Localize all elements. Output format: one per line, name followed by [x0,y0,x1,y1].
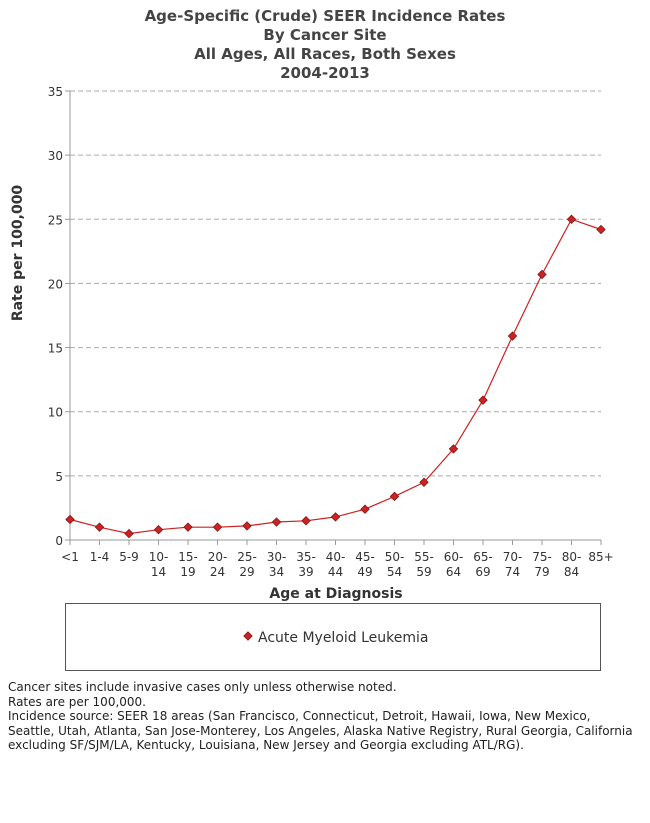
y-tick-label-10: 10 [48,406,63,420]
legend-label: Acute Myeloid Leukemia [258,630,428,646]
data-point-11 [389,491,400,502]
data-point-5 [212,522,223,532]
x-tick-label-9-line-2: 44 [328,565,343,579]
x-tick-label-17-line-2: 84 [564,565,579,579]
x-tick-label-10-line-1: 45- [355,550,375,564]
chart-title: Age-Specific (Crude) SEER Incidence Rate… [145,7,506,82]
x-tick-label-13-line-1: 60- [444,550,464,564]
x-tick-label-6-line-1: 25- [237,550,257,564]
data-point-12 [419,477,429,487]
x-tick-label-4-line-2: 19 [180,565,195,579]
y-tick-label-30: 30 [48,149,63,163]
x-tick-label-3-line-1: 10- [149,550,169,564]
data-point-6 [242,521,252,531]
x-axis-title: Age at Diagnosis [269,586,402,602]
data-point-4 [183,522,193,532]
x-tick-label-15-line-2: 74 [505,565,520,579]
footnote-sites: Cancer sites include invasive cases only… [8,680,397,694]
y-tick-label-5: 5 [55,470,63,484]
data-point-17 [566,214,577,224]
footnote-rates: Rates are per 100,000. [8,694,146,709]
data-point-0 [65,514,75,525]
data-point-18 [596,224,606,235]
x-tick-label-18: 85+ [588,550,613,564]
title-line-2: By Cancer Site [263,26,386,44]
y-tick-label-35: 35 [48,85,63,99]
y-tick-label-20: 20 [48,277,63,291]
x-tick-label-3-line-2: 14 [151,565,166,579]
data-point-14 [478,395,488,405]
x-axis-ticks: <1 1-4 5-9 10-14 15-19 20-24 25-29 30-34 35-39 40… [61,540,614,579]
legend-marker-diamond-icon [243,631,253,641]
data-point-10 [360,504,370,514]
x-tick-label-6-line-2: 29 [239,565,254,579]
x-tick-label-12-line-2: 59 [416,565,431,579]
x-tick-label-5-line-2: 24 [210,565,225,579]
x-tick-label-11-line-1: 50- [385,550,405,564]
title-line-4: 2004-2013 [280,64,370,82]
x-tick-label-2: 5-9 [119,550,139,564]
y-axis-ticks: 0 5 10 15 20 25 30 35 [48,85,70,548]
title-line-3: All Ages, All Races, Both Sexes [194,45,456,63]
x-tick-label-14-line-2: 69 [475,565,490,579]
x-tick-label-15-line-1: 70- [503,550,523,564]
gridlines [70,90,601,477]
y-tick-label-15: 15 [48,342,63,356]
x-tick-label-4-line-1: 15- [178,550,198,564]
series-line [69,218,602,535]
chart: Age-Specific (Crude) SEER Incidence Rate… [10,7,614,671]
legend: Acute Myeloid Leukemia [65,603,601,671]
legend-box [65,603,601,671]
x-tick-label-9-line-1: 40- [326,550,346,564]
x-tick-label-10-line-2: 49 [357,565,372,579]
data-point-1 [94,522,105,532]
data-point-9 [330,512,341,522]
x-tick-label-11-line-2: 54 [387,565,402,579]
data-point-3 [153,525,164,535]
x-tick-label-16-line-2: 79 [534,565,549,579]
x-tick-label-8-line-2: 39 [298,565,313,579]
x-tick-label-13-line-2: 64 [446,565,461,579]
x-tick-label-16-line-1: 75- [532,550,552,564]
data-point-8 [301,516,311,526]
title-line-1: Age-Specific (Crude) SEER Incidence Rate… [145,7,506,25]
data-point-7 [271,517,282,527]
x-tick-label-7-line-1: 30- [267,550,287,564]
x-tick-label-5-line-1: 20- [208,550,228,564]
footnote-source: Incidence source: SEER 18 areas (San Fra… [8,709,633,752]
x-tick-label-0: <1 [61,550,79,564]
x-tick-label-12-line-1: 55- [414,550,434,564]
data-point-2 [124,528,134,539]
data-point-15 [507,331,518,341]
series-acute-myeloid-leukemia [65,214,606,539]
y-tick-label-25: 25 [48,213,63,227]
y-axis-title: Rate per 100,000 [10,185,26,322]
y-tick-label-0: 0 [55,534,63,548]
x-tick-label-1: 1-4 [90,550,110,564]
x-tick-label-14-line-1: 65- [473,550,493,564]
x-tick-label-17-line-1: 80- [562,550,582,564]
data-point-16 [537,269,547,280]
x-tick-label-7-line-2: 34 [269,565,284,579]
data-point-13 [448,444,459,454]
x-tick-label-8-line-1: 35- [296,550,316,564]
footnotes: Cancer sites include invasive cases only… [8,680,638,753]
